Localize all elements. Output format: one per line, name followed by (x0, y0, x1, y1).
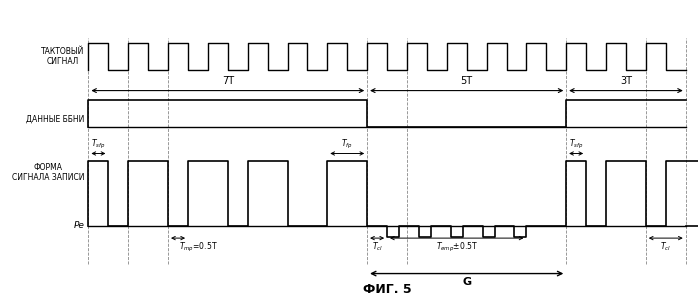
Text: $T_{sfp}$: $T_{sfp}$ (569, 138, 584, 151)
Text: G: G (462, 277, 471, 287)
Text: ДАННЫЕ ББНИ: ДАННЫЕ ББНИ (26, 114, 85, 123)
Text: ТАКТОВЫЙ
СИГНАЛ: ТАКТОВЫЙ СИГНАЛ (41, 46, 85, 66)
Text: Рe: Рe (73, 221, 85, 230)
Text: ФИГ. 5: ФИГ. 5 (363, 283, 412, 296)
Text: $T_{emp}$±0.5T: $T_{emp}$±0.5T (435, 241, 477, 254)
Text: $T_{cl}$: $T_{cl}$ (372, 241, 382, 253)
Text: $T_{sfp}$: $T_{sfp}$ (91, 138, 106, 151)
Text: 3T: 3T (620, 77, 632, 86)
Text: $T_{fp}$: $T_{fp}$ (341, 138, 353, 151)
Text: $T_{cl}$: $T_{cl}$ (661, 241, 671, 253)
Text: 5T: 5T (461, 77, 473, 86)
Text: $T_{mp}$=0.5T: $T_{mp}$=0.5T (179, 241, 217, 254)
Text: ФОРМА
СИГНАЛА ЗАПИСИ: ФОРМА СИГНАЛА ЗАПИСИ (12, 163, 85, 182)
Text: 7T: 7T (222, 77, 234, 86)
